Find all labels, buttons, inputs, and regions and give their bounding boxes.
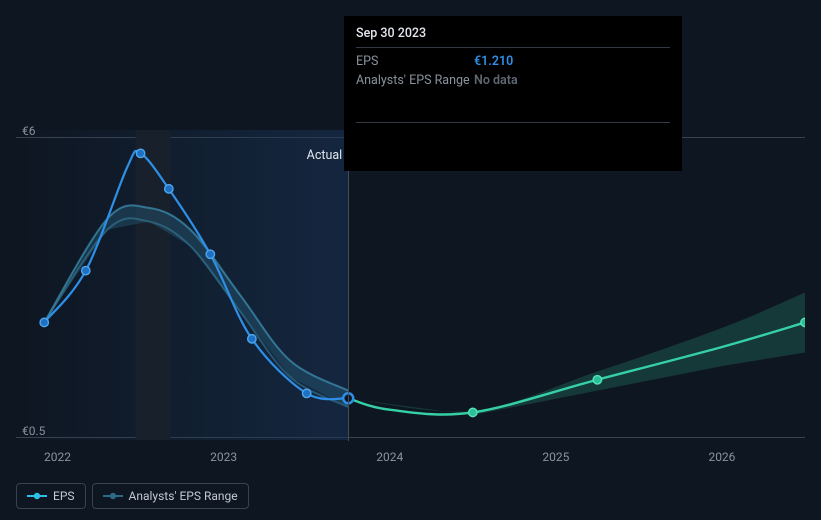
legend-item-eps[interactable]: EPS [16,483,86,509]
region-label-actual: Actual [16,148,342,163]
xaxis-tick: 2026 [708,450,735,464]
xaxis-tick: 2022 [44,450,71,464]
legend-item-range[interactable]: Analysts' EPS Range [92,483,249,509]
chart-plot[interactable] [16,130,805,430]
legend-swatch-eps [27,492,47,500]
tooltip-row-eps: EPS €1.210 [356,52,670,71]
xaxis-tick: 2023 [210,450,237,464]
legend-label: EPS [53,489,75,503]
legend: EPS Analysts' EPS Range [16,483,249,509]
tooltip: Sep 30 2023 EPS €1.210 Analysts' EPS Ran… [344,16,682,171]
xaxis-tick: 2025 [542,450,569,464]
tooltip-date: Sep 30 2023 [356,26,670,48]
xaxis-tick: 2024 [376,450,403,464]
xaxis: 2022 2023 2024 2025 2026 [16,450,805,466]
tooltip-label: Analysts' EPS Range [356,73,474,88]
legend-swatch-range [103,492,123,500]
tooltip-value: No data [474,73,518,88]
tooltip-label: EPS [356,54,474,69]
tooltip-value: €1.210 [474,54,513,69]
tooltip-row-range: Analysts' EPS Range No data [356,71,670,90]
tooltip-divider [356,122,670,123]
legend-label: Analysts' EPS Range [129,489,238,503]
